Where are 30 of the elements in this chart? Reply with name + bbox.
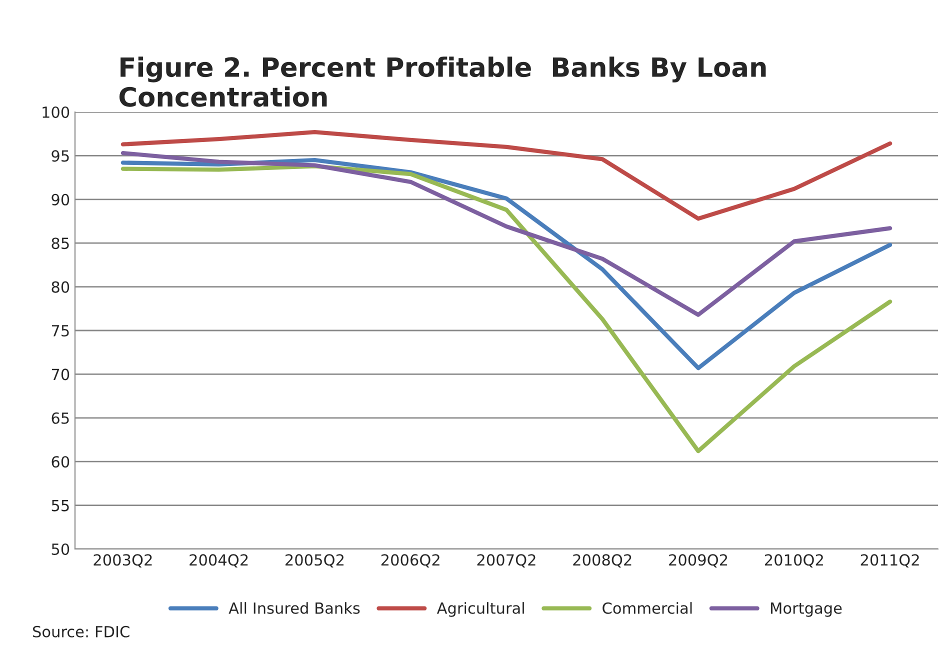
y-tick-label: 85	[52, 238, 69, 250]
line-series	[120, 158, 892, 370]
y-tick-label: 75	[52, 325, 69, 337]
y-tick-label: 65	[52, 412, 69, 424]
legend-label: Mortgage	[771, 602, 842, 617]
y-tick-label: 100	[42, 106, 70, 118]
x-tick-label: 2006Q2	[381, 554, 440, 568]
y-tick-label: 90	[52, 194, 70, 206]
y-tick-label: 60	[52, 456, 70, 468]
legend-label: Commercial	[602, 602, 692, 614]
line-series	[120, 164, 892, 454]
y-tick-label: 50	[52, 543, 70, 556]
y-tick-label: 80	[52, 281, 70, 293]
x-tick-label: 2007Q2	[477, 554, 536, 568]
y-tick-label: 70	[52, 368, 70, 380]
line-series	[120, 130, 892, 221]
x-tick-label: 2009Q2	[669, 554, 728, 568]
source-note: Source: FDIC	[33, 626, 130, 638]
x-tick-label: 2011Q2	[860, 554, 919, 568]
chart-title: Figure 2. Percent Profitable Banks By Loan Concentration	[119, 56, 766, 107]
x-tick-label: 2008Q2	[573, 554, 632, 568]
x-tick-label: 2010Q2	[764, 554, 823, 568]
x-tick-label: 2005Q2	[286, 554, 344, 568]
x-tick-label: 2004Q2	[190, 554, 248, 568]
y-tick-label: 55	[52, 500, 69, 512]
x-tick-label: 2003Q2	[94, 554, 152, 568]
line-series	[120, 150, 892, 317]
y-tick-label: 95	[52, 150, 69, 162]
legend-label: Agricultural	[436, 602, 524, 617]
legend-label: All Insured Banks	[228, 602, 360, 614]
